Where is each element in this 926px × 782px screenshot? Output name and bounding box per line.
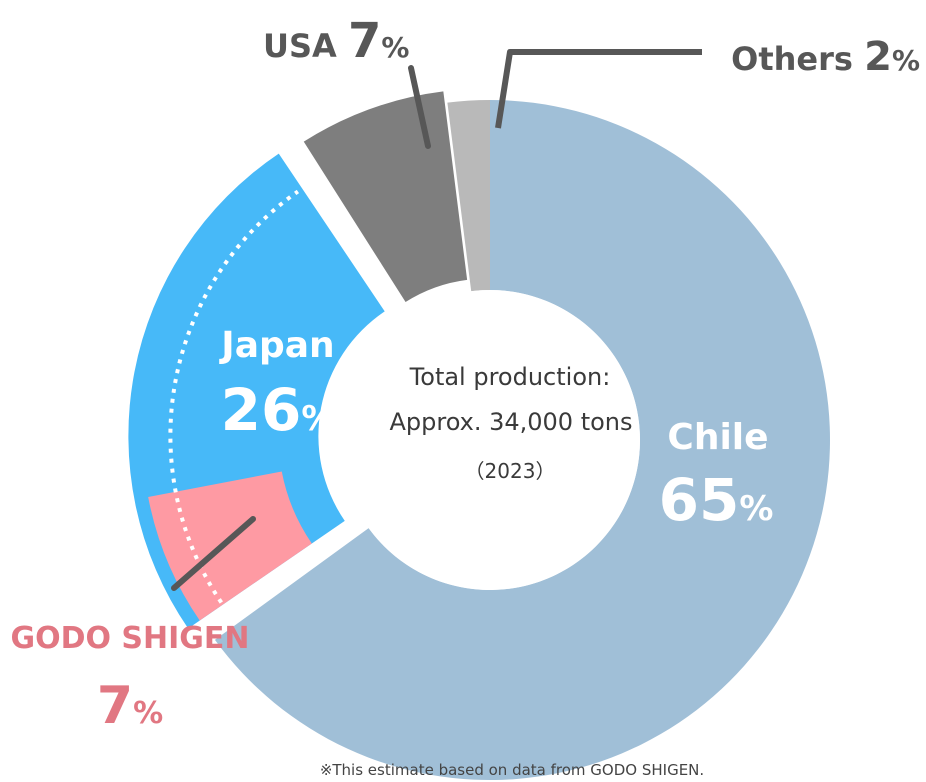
slice-others (447, 100, 490, 292)
slice-chile (214, 100, 831, 780)
label-japan-name: Japan (218, 325, 334, 366)
leader-godo (171, 516, 256, 591)
center-hole (340, 290, 640, 590)
label-godo-name: GODO SHIGEN (10, 621, 249, 656)
center-line-3: （2023） (465, 459, 556, 483)
center-line-1: Total production: (409, 363, 611, 391)
slice-godo-shigen (148, 471, 312, 621)
label-usa: USA 7% (263, 13, 409, 69)
label-chile-value: 65% (659, 466, 774, 534)
leader-others (495, 49, 702, 129)
japan-dotted-outline (168, 189, 300, 604)
label-others: Others 2% (731, 34, 920, 80)
label-chile-name: Chile (667, 417, 768, 458)
center-line-2: Approx. 34,000 tons (389, 408, 632, 436)
label-godo-value: 7% (97, 676, 163, 736)
label-japan-value: 26% (221, 376, 336, 444)
leader-usa (408, 65, 431, 149)
footnote: ※This estimate based on data from GODO S… (320, 761, 704, 779)
